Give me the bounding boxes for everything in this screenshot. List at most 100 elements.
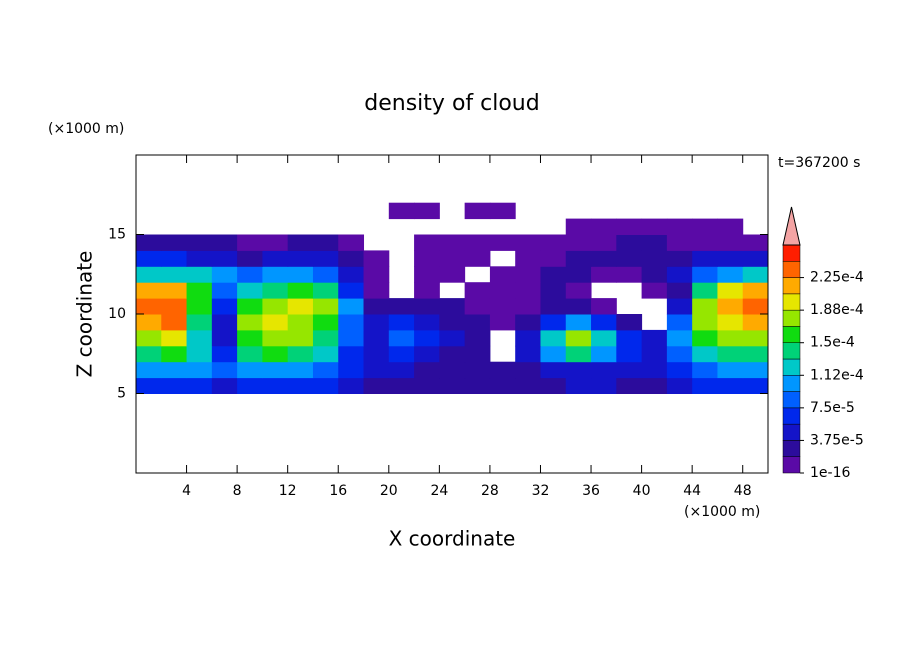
contour-cell [439, 298, 466, 315]
contour-cell [363, 314, 390, 331]
contour-cell [211, 298, 238, 315]
contour-cell [666, 329, 693, 347]
contour-cell [565, 298, 592, 315]
contour-cell [742, 361, 769, 379]
contour-cell [136, 345, 162, 363]
contour-cell [540, 345, 567, 363]
contour-cell [565, 250, 592, 267]
contour-cell [616, 218, 643, 235]
contour-cell [237, 329, 263, 347]
contour-cell [439, 329, 466, 347]
contour-cell [515, 266, 541, 283]
contour-cell [666, 218, 693, 235]
contour-cell [439, 234, 466, 251]
contour-cell [388, 298, 415, 315]
contour-cell [186, 314, 213, 331]
contour-cell [287, 329, 314, 347]
x-tick-label: 36 [582, 483, 600, 499]
contour-cell [641, 329, 668, 347]
contour-cell [287, 345, 314, 363]
contour-cell [186, 377, 213, 394]
contour-cell [161, 377, 188, 394]
contour-cell [312, 345, 339, 363]
contour-cell [565, 361, 592, 379]
contour-cell [591, 234, 617, 251]
contour-cell [338, 377, 365, 394]
contour-cell [161, 250, 188, 267]
contour-cell [211, 250, 238, 267]
contour-cell [666, 345, 693, 363]
contour-cell [161, 298, 188, 315]
contour-cell [515, 250, 541, 267]
contour-cell [540, 361, 567, 379]
contour-cell [211, 329, 238, 347]
contour-cell [489, 298, 516, 315]
y-unit: (×1000 m) [48, 121, 124, 137]
contour-cell [515, 314, 541, 331]
contour-cell [388, 314, 415, 331]
contour-cell [211, 234, 238, 251]
contour-cell [692, 345, 718, 363]
contour-cell [489, 377, 516, 394]
contour-cell [464, 361, 491, 379]
contour-cell [692, 377, 718, 394]
contour-cell [717, 266, 744, 283]
contour-cell [186, 329, 213, 347]
contour-cell [186, 361, 213, 379]
contour-cell [717, 345, 744, 363]
contour-cell [717, 377, 744, 394]
contour-cell [136, 314, 162, 331]
contour-cell [388, 345, 415, 363]
contour-cell [591, 218, 617, 235]
contour-cell [641, 234, 668, 251]
colorbar-band [782, 326, 801, 343]
contour-cell [641, 361, 668, 379]
contour-cell [338, 314, 365, 331]
colorbar-tick-label: 2.25e-4 [810, 270, 864, 286]
contour-cell [591, 298, 617, 315]
contour-cell [211, 282, 238, 299]
colorbar-band [782, 391, 801, 409]
contour-cell [489, 266, 516, 283]
contour-cell [616, 266, 643, 283]
contour-cell [312, 282, 339, 299]
contour-cell [464, 377, 491, 394]
contour-cell [591, 250, 617, 267]
contour-cell [414, 329, 440, 347]
contour-cell [161, 329, 188, 347]
contour-cell [464, 234, 491, 251]
contour-cell [211, 361, 238, 379]
contour-cell [540, 282, 567, 299]
contour-cell [489, 202, 516, 220]
y-tick-label: 15 [108, 227, 126, 243]
contour-cell [363, 329, 390, 347]
contour-cell [591, 266, 617, 283]
contour-cell [464, 298, 491, 315]
colorbar-band [782, 440, 801, 457]
contour-cell [262, 298, 289, 315]
contour-cell [312, 314, 339, 331]
contour-cell [464, 329, 491, 347]
colorbar-band [782, 358, 801, 376]
contour-cell [540, 298, 567, 315]
contour-cell [262, 329, 289, 347]
contour-cell [439, 345, 466, 363]
x-tick-label: 20 [380, 483, 398, 499]
contour-cell [591, 314, 617, 331]
x-tick-label: 32 [532, 483, 550, 499]
contour-cell [692, 329, 718, 347]
contour-cell [414, 250, 440, 267]
colorbar-band [782, 293, 801, 311]
contour-cell [565, 345, 592, 363]
contour-cell [540, 377, 567, 394]
contour-cell [414, 377, 440, 394]
contour-cell [136, 361, 162, 379]
contour-cell [641, 266, 668, 283]
x-tick-label: 40 [633, 483, 651, 499]
x-tick-label: 16 [329, 483, 347, 499]
contour-cell [565, 329, 592, 347]
contour-cell [338, 361, 365, 379]
contour-cell [591, 377, 617, 394]
contour-cell [717, 298, 744, 315]
contour-cell [237, 266, 263, 283]
